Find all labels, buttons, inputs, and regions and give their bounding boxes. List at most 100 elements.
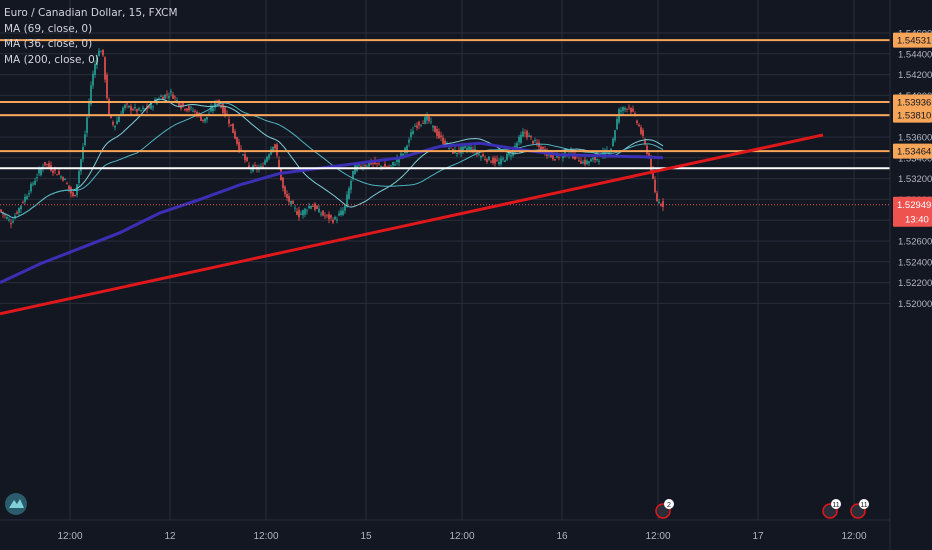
candle-body [136,109,138,112]
candle [128,105,130,109]
candle [518,134,520,146]
candle [130,103,132,115]
candle-body [524,132,526,134]
candle-body [464,146,466,148]
candle [638,123,640,128]
candle-body [394,164,396,166]
candle-body [22,202,24,204]
candle [64,178,66,181]
candle [582,159,584,165]
candle-body [504,160,506,162]
candle [590,158,592,162]
time-axis-panel [0,520,932,550]
candle [72,191,74,198]
candle-body [334,216,336,220]
candle [538,139,540,152]
candle-body [140,110,142,111]
candle [204,118,206,124]
candle-body [46,164,48,165]
candle-body [38,169,40,174]
candle [116,116,118,125]
candle [142,105,144,112]
candle-body [182,103,184,107]
candle-body [302,210,304,216]
candle-body [518,136,520,143]
level-price-label: 1.54531 [897,36,931,47]
candle-body [284,186,286,195]
candle-body [470,147,472,150]
candle-body [616,119,618,130]
candle-body [592,157,594,160]
candle [74,194,76,197]
candle [34,177,36,186]
candle [254,162,256,168]
candle [542,146,544,151]
current-price-label: 1.52949 [897,200,931,211]
candle-body [168,96,170,98]
candle [644,137,646,146]
candle-body [204,118,206,122]
candle-body [528,135,530,137]
candle-body [352,170,354,178]
candle [642,127,644,139]
candle-body [110,115,112,118]
candle-body [522,131,524,137]
trendline [0,133,824,316]
candle-body [92,73,94,86]
candle [528,132,530,138]
candle-body [558,157,560,159]
candle-body [8,219,10,221]
candle [432,125,434,132]
candle-body [276,144,278,156]
candle [522,127,524,138]
y-tick-label: 1.52400 [898,257,932,268]
candle [114,125,116,131]
candle [334,215,336,220]
candle [506,153,508,161]
candle-body [626,108,628,110]
candle-body [478,154,480,156]
candle [622,106,624,115]
candle [484,155,486,161]
candle-body [164,94,166,99]
event-badge-count: 11 [860,502,867,509]
candle [586,159,588,166]
candle-body [436,129,438,136]
candle-body [654,179,656,193]
candle [654,176,656,194]
candle-body [72,192,74,196]
candle-body [392,161,394,166]
candle-body [648,153,650,158]
candle [12,217,14,224]
candle-body [324,215,326,217]
candle-body [142,107,144,109]
candle-body [390,165,392,167]
candle [434,125,436,133]
y-tick-label: 1.52000 [898,299,932,310]
candle-body [176,100,178,102]
candle [108,97,110,116]
candle [18,207,20,216]
candle [306,208,308,215]
candle-body [262,166,264,168]
candle-body [318,208,320,213]
level-price-label: 1.53936 [897,98,931,109]
candle [396,154,398,166]
candle-body [630,107,632,113]
candle [416,122,418,131]
candle-body [264,160,266,165]
candle-body [510,154,512,157]
candle-body [586,160,588,164]
candle-body [608,151,610,154]
candle-body [64,178,66,181]
candle-body [130,106,132,111]
candle [84,130,86,147]
candle-body [580,161,582,164]
candle-body [308,205,310,208]
candle [164,94,166,100]
candle-body [590,159,592,162]
candle [524,129,526,137]
logo-icon [9,499,24,508]
